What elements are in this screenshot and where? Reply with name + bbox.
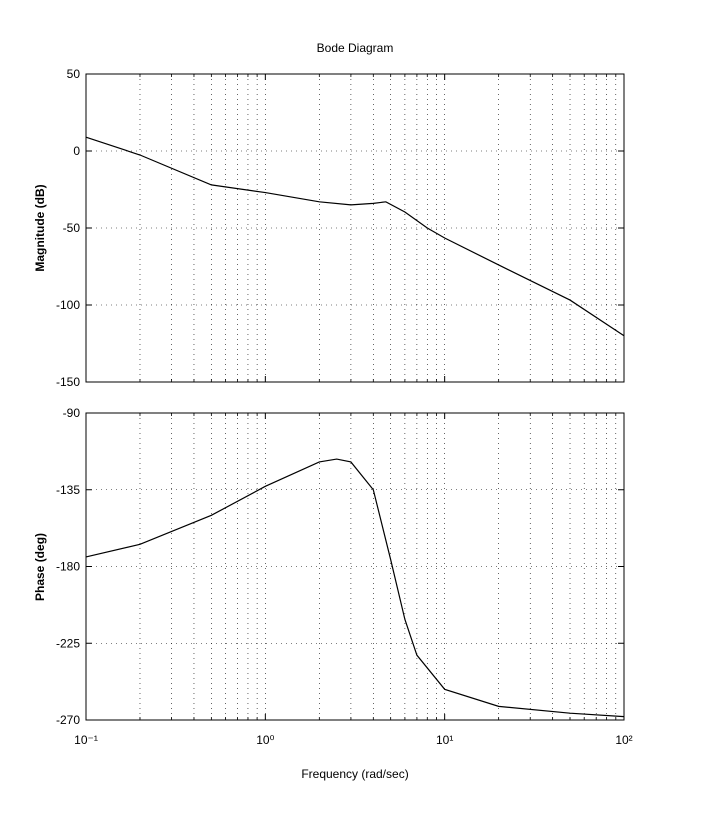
y-tick-label: 50 [67,67,81,81]
x-axis-label: Frequency (rad/sec) [301,767,408,781]
y-tick-label: -90 [63,406,81,420]
x-tick-label: 10⁰ [256,733,274,747]
y-tick-label: -100 [56,298,80,312]
line [85,136,625,337]
y-axis-label: Magnitude (dB) [33,184,47,271]
y-tick-label: -135 [56,483,80,497]
y-tick-label: 0 [73,144,80,158]
y-axis-label: Phase (deg) [33,533,47,601]
chart-title: Bode Diagram [317,41,394,55]
y-tick-label: -180 [56,560,80,574]
plot-frame [85,73,625,383]
y-tick-label: -50 [63,221,81,235]
x-tick-label: 10¹ [436,733,453,747]
y-tick-label: -225 [56,636,80,650]
x-tick-label: 10⁻¹ [74,733,98,747]
y-tick-label: -150 [56,375,80,389]
y-tick-label: -270 [56,713,80,727]
line [85,458,625,718]
plot-frame [85,412,625,721]
x-tick-label: 10² [615,733,632,747]
